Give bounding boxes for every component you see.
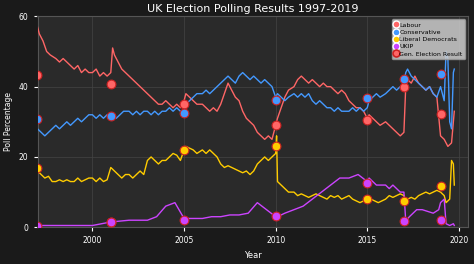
Point xyxy=(107,220,115,224)
Point xyxy=(364,197,371,202)
Point xyxy=(272,214,280,219)
Point xyxy=(34,73,41,78)
Point xyxy=(364,118,371,122)
Point xyxy=(437,112,444,116)
Point xyxy=(364,95,371,100)
Point xyxy=(180,101,188,106)
Point xyxy=(364,181,371,185)
Point xyxy=(272,144,280,149)
Point xyxy=(107,82,115,86)
Point xyxy=(180,218,188,222)
Point xyxy=(107,114,115,118)
Point xyxy=(34,166,41,170)
Point xyxy=(272,123,280,128)
Title: UK Election Polling Results 1997-2019: UK Election Polling Results 1997-2019 xyxy=(147,4,358,14)
Point xyxy=(400,84,408,89)
Point xyxy=(272,98,280,102)
Point xyxy=(180,148,188,152)
Y-axis label: Poll Percentage: Poll Percentage xyxy=(4,92,13,151)
Point xyxy=(107,220,115,224)
Legend: Labour, Conservative, Liberal Democrats, UKIP, Gen. Election Result: Labour, Conservative, Liberal Democrats,… xyxy=(392,20,465,59)
Point xyxy=(180,111,188,115)
Point xyxy=(437,184,444,188)
Point xyxy=(400,77,408,81)
X-axis label: Year: Year xyxy=(244,251,262,260)
Point xyxy=(34,224,41,228)
Point xyxy=(400,219,408,223)
Point xyxy=(437,218,444,222)
Point xyxy=(437,72,444,76)
Point xyxy=(34,117,41,121)
Point xyxy=(400,199,408,203)
